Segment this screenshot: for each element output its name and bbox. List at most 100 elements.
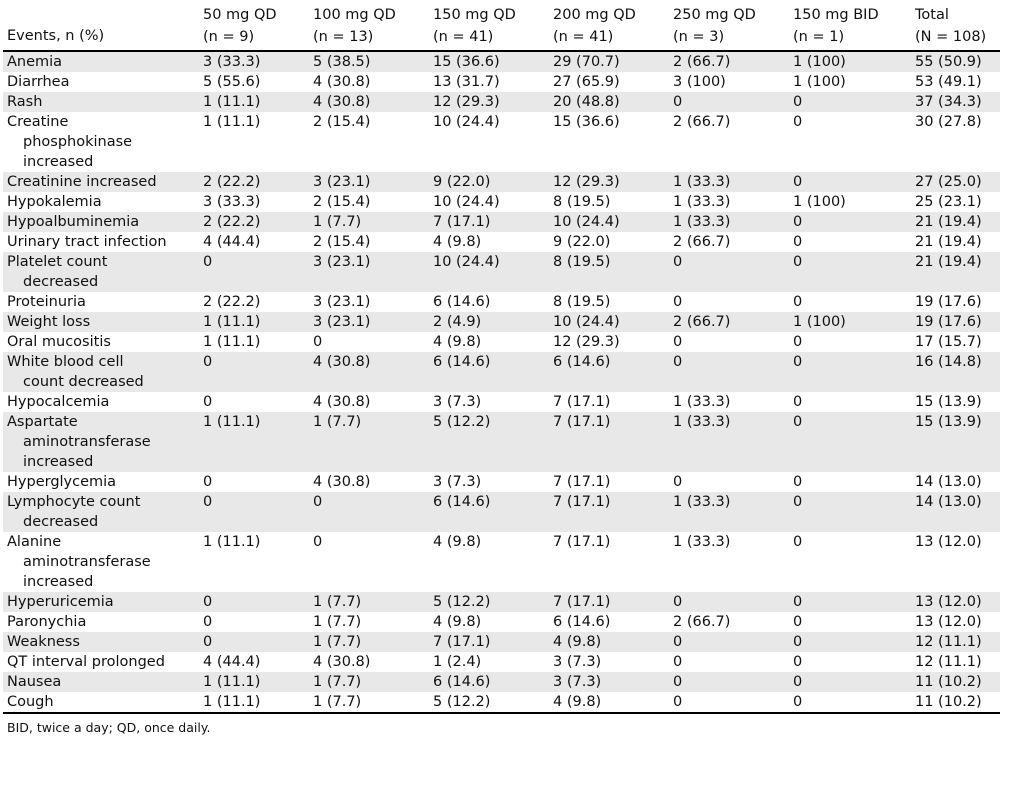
table-row: QT interval prolonged 4 (44.4) 4 (30.8) 1 (…: [3, 652, 1000, 672]
value-cell: 1 (11.1): [203, 114, 261, 130]
event-name-cell: Hyperglycemia: [3, 472, 199, 492]
value-cell: 1 (7.7): [309, 672, 429, 692]
table-row: Diarrhea 5 (55.6) 4 (30.8) 13 (31.7) 27 (65.…: [3, 72, 1000, 92]
value-cell: 1 (33.3): [669, 412, 789, 472]
event-name-line: Hypokalemia: [7, 194, 102, 210]
value-cell: 1 (7.7): [313, 614, 362, 630]
event-name-cell: Lymphocyte count decreased: [3, 492, 199, 532]
event-name-line: Paronychia: [7, 614, 87, 630]
event-name-cell: Creatinine increased: [3, 172, 199, 192]
event-name-cell: Nausea: [3, 672, 199, 692]
value-cell: 15 (13.9): [911, 412, 1000, 472]
value-cell: 3 (23.1): [309, 312, 429, 332]
value-cell: 7 (17.1): [549, 592, 669, 612]
event-name-line: Diarrhea: [7, 74, 70, 90]
table-row: Hypocalcemia 0 4 (30.8) 3 (7.3) 7 (17.1) 1 (3…: [3, 392, 1000, 412]
event-name-line: Anemia: [7, 54, 63, 70]
value-cell: 2 (22.2): [199, 172, 309, 192]
event-name-line: Creatine: [7, 114, 69, 130]
value-cell: 0: [313, 334, 323, 350]
value-cell: 12 (29.3): [429, 92, 549, 112]
value-cell: 3 (7.3): [433, 394, 482, 410]
value-cell: 13 (12.0): [915, 614, 982, 630]
event-name-line: White blood cell: [7, 354, 124, 370]
value-cell: 14 (13.0): [915, 474, 982, 490]
event-name-line: decreased: [23, 514, 99, 530]
event-name-cell: Rash: [3, 92, 199, 112]
value-cell: 4 (44.4): [203, 234, 261, 250]
event-name-line: Hypoalbuminemia: [7, 214, 140, 230]
value-cell: 27 (65.9): [553, 74, 620, 90]
value-cell: 8 (19.5): [553, 294, 611, 310]
table-row: Cough 1 (11.1) 1 (7.7) 5 (12.2) 4 (9.8) 0 0 11 …: [3, 692, 1000, 713]
value-cell: 1 (33.3): [669, 492, 789, 532]
value-cell: 6 (14.6): [433, 294, 491, 310]
value-cell: 5 (12.2): [429, 592, 549, 612]
value-cell: 4 (30.8): [309, 352, 429, 392]
value-cell: 1 (33.3): [673, 194, 731, 210]
table-row: Nausea 1 (11.1) 1 (7.7) 6 (14.6) 3 (7.3) 0 0 11…: [3, 672, 1000, 692]
value-cell: 3 (7.3): [553, 654, 602, 670]
value-cell: 0: [199, 492, 309, 532]
value-cell: 5 (12.2): [429, 412, 549, 472]
value-cell: 7 (17.1): [553, 474, 611, 490]
value-cell: 1 (33.3): [669, 212, 789, 232]
value-cell: 3 (33.3): [203, 194, 261, 210]
value-cell: 1 (7.7): [309, 412, 429, 472]
value-cell: 13 (12.0): [915, 534, 982, 550]
value-cell: 0: [793, 474, 803, 490]
value-cell: 0: [673, 474, 683, 490]
event-name-cell: Hypokalemia: [3, 192, 199, 212]
value-cell: 15 (13.9): [915, 394, 982, 410]
value-cell: 21 (19.4): [911, 212, 1000, 232]
value-cell: 20 (48.8): [549, 92, 669, 112]
header-150mg-bid: 150 mg BID (n = 1): [793, 7, 879, 45]
event-name-cell: Diarrhea: [3, 72, 199, 92]
value-cell: 0: [203, 394, 213, 410]
value-cell: 0: [793, 394, 803, 410]
value-cell: 2 (66.7): [669, 51, 789, 72]
value-cell: 1 (33.3): [669, 172, 789, 192]
header-100mg-qd: 100 mg QD (n = 13): [313, 7, 396, 45]
header-events: Events, n (%): [7, 28, 105, 44]
table-row: Creatinine increased 2 (22.2) 3 (23.1) 9 (2…: [3, 172, 1000, 192]
value-cell: 2 (22.2): [199, 212, 309, 232]
value-cell: 17 (15.7): [915, 334, 982, 350]
table-row: Hyperglycemia 0 4 (30.8) 3 (7.3) 7 (17.1) 0 0 1…: [3, 472, 1000, 492]
value-cell: 2 (4.9): [429, 312, 549, 332]
value-cell: 3 (7.3): [549, 672, 669, 692]
value-cell: 3 (23.1): [313, 294, 371, 310]
value-cell: 1 (2.4): [433, 654, 482, 670]
value-cell: 4 (9.8): [433, 614, 482, 630]
value-cell: 4 (44.4): [203, 654, 261, 670]
value-cell: 4 (30.8): [313, 74, 371, 90]
value-cell: 21 (19.4): [911, 252, 1000, 292]
value-cell: 1 (7.7): [309, 632, 429, 652]
value-cell: 5 (38.5): [309, 51, 429, 72]
value-cell: 25 (23.1): [915, 194, 982, 210]
value-cell: 12 (11.1): [915, 654, 982, 670]
value-cell: 1 (11.1): [203, 334, 261, 350]
value-cell: 2 (15.4): [313, 234, 371, 250]
value-cell: 3 (23.1): [309, 252, 429, 292]
event-name-line: count decreased: [23, 374, 144, 390]
value-cell: 11 (10.2): [911, 672, 1000, 692]
value-cell: 0: [199, 592, 309, 612]
value-cell: 0: [789, 92, 911, 112]
event-name-line: Proteinuria: [7, 294, 86, 310]
event-name-cell: Oral mucositis: [3, 332, 199, 352]
table-row: White blood cell count decreased 0 4 (30.8)…: [3, 352, 1000, 392]
table-row: Hypoalbuminemia 2 (22.2) 1 (7.7) 7 (17.1) 10…: [3, 212, 1000, 232]
value-cell: 0: [793, 234, 803, 250]
table-row: Urinary tract infection 4 (44.4) 2 (15.4) 4…: [3, 232, 1000, 252]
value-cell: 13 (31.7): [433, 74, 500, 90]
event-name-cell: Creatine phosphokinase increased: [3, 112, 199, 172]
header-200mg-qd: 200 mg QD (n = 41): [553, 7, 636, 45]
table-header: Events, n (%) 50 mg QD (n = 9) 100 mg QD(…: [3, 4, 1000, 51]
value-cell: 1 (100): [789, 51, 911, 72]
value-cell: 3 (7.3): [433, 474, 482, 490]
value-cell: 0: [669, 92, 789, 112]
value-cell: 0: [313, 534, 323, 550]
event-name-line: Platelet count: [7, 254, 108, 270]
value-cell: 0: [789, 172, 911, 192]
